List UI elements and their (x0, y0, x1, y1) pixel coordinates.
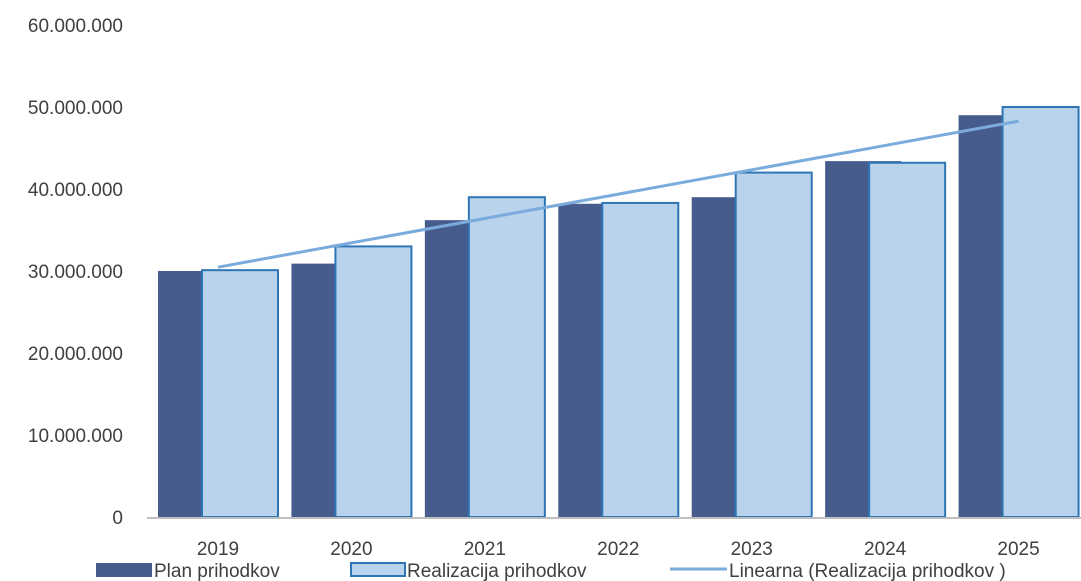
legend-swatch-realizacija (350, 562, 406, 577)
legend-label-realizacija: Realizacija prihodkov (407, 561, 587, 581)
realizacija-bar (601, 201, 680, 518)
y-tick-label: 40.000.000 (28, 180, 123, 201)
realizacija-bars (201, 106, 1080, 518)
x-tick-label: 2021 (464, 539, 506, 560)
x-tick-label: 2022 (597, 539, 639, 560)
x-tick-label: 2019 (197, 539, 239, 560)
y-tick-label: 50.000.000 (28, 98, 123, 119)
y-axis-labels: 0 10.000.000 20.000.000 30.000.000 40.000.00… (28, 16, 123, 529)
y-tick-label: 10.000.000 (28, 426, 123, 447)
x-tick-label: 2020 (330, 539, 372, 560)
realizacija-bar (734, 171, 813, 518)
y-tick-label: 60.000.000 (28, 16, 123, 37)
legend-swatch-plan (96, 563, 152, 577)
realizacija-bar (467, 196, 546, 518)
x-tick-label: 2025 (997, 539, 1039, 560)
legend-label-plan: Plan prihodkov (154, 561, 280, 581)
x-axis-labels: 2019 2020 2021 2022 2023 2024 2025 (197, 539, 1040, 560)
realizacija-bar (1001, 106, 1080, 518)
legend: Plan prihodkov Realizacija prihodkov Lin… (96, 561, 1006, 581)
trendline (217, 119, 1019, 269)
x-tick-label: 2023 (731, 539, 773, 560)
trendline-group (217, 119, 1019, 269)
y-tick-label: 0 (112, 508, 123, 529)
y-tick-label: 30.000.000 (28, 262, 123, 283)
realizacija-bar (334, 245, 413, 518)
realizacija-bar (201, 269, 279, 518)
realizacija-bar (868, 161, 947, 518)
y-tick-label: 20.000.000 (28, 344, 123, 365)
x-tick-label: 2024 (864, 539, 907, 560)
legend-label-trendline: Linearna (Realizacija prihodkov ) (729, 561, 1006, 581)
